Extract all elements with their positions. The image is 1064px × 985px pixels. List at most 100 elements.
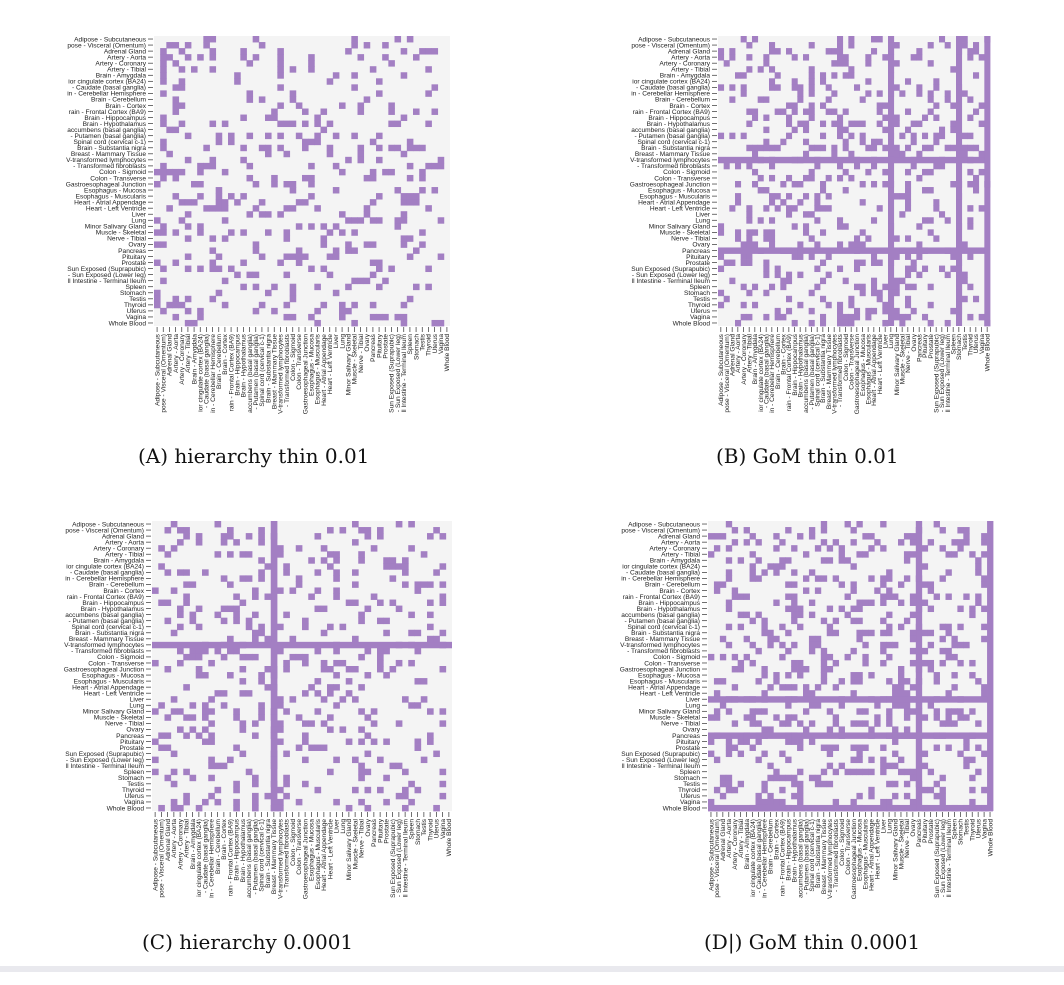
heatmap-cell: [357, 217, 365, 224]
heatmap-cell: [820, 102, 827, 109]
heatmap-cell: [414, 587, 422, 594]
x-tick-label: Artery - Aorta: [173, 334, 180, 373]
heatmap-cell: [785, 720, 792, 727]
heatmap-cell: [850, 756, 857, 764]
heatmap-cell: [376, 193, 383, 200]
heatmap-cell: [797, 605, 804, 613]
y-tick-label: Whole Blood: [107, 805, 145, 812]
heatmap-cell: [876, 138, 883, 146]
heatmap-cell: [364, 732, 372, 739]
heatmap-cell: [814, 205, 821, 212]
y-tick-label: Esophagus - Mucosa: [638, 672, 700, 679]
heatmap-cell: [871, 307, 878, 315]
heatmap-cell: [735, 193, 742, 200]
heatmap-cell: [737, 557, 745, 564]
heatmap-cell: [220, 575, 228, 582]
heatmap-cell: [761, 804, 768, 812]
heatmap-cell: [910, 307, 917, 315]
heatmap-cell: [951, 641, 958, 649]
heatmap-cell: [246, 96, 254, 103]
heatmap-cell: [735, 235, 742, 242]
heatmap-cell: [408, 659, 415, 667]
heatmap-cell: [899, 211, 906, 218]
heatmap-cell: [195, 653, 203, 661]
y-tick-label: Liver: [130, 697, 145, 704]
heatmap-cell: [898, 756, 905, 764]
heatmap-cell: [265, 114, 272, 121]
heatmap-cell: [767, 629, 774, 637]
heatmap-cell: [277, 144, 284, 152]
heatmap-cell: [178, 78, 186, 85]
heatmap-cell: [761, 732, 768, 739]
heatmap-cell: [838, 605, 845, 613]
heatmap-cell: [826, 708, 834, 715]
heatmap-cell: [191, 319, 198, 327]
heatmap-cell: [160, 241, 167, 248]
heatmap-cell: [264, 684, 272, 691]
heatmap-cell: [239, 599, 247, 606]
heatmap-cell: [838, 678, 845, 685]
y-tick-label: Minor Salivary Gland: [83, 709, 145, 716]
heatmap-cell: [308, 265, 315, 273]
bottom-strip: [0, 966, 1064, 972]
heatmap-cell: [419, 229, 426, 236]
y-tick-label: - Sun Exposed (Lower leg): [66, 757, 144, 764]
heatmap-cell: [882, 181, 889, 188]
heatmap-cell: [377, 599, 384, 606]
heatmap-cell: [240, 114, 247, 121]
heatmap-cell: [797, 301, 804, 309]
heatmap-cell: [905, 126, 912, 134]
y-tick-label: Ovary: [682, 727, 700, 734]
x-tick-label: accumbens (basal ganglia): [247, 334, 254, 413]
heatmap-cell: [791, 569, 798, 576]
heatmap-cell: [740, 283, 747, 291]
heatmap-cell: [808, 108, 815, 115]
heatmap-cell: [314, 114, 321, 121]
heatmap-cell: [854, 156, 861, 164]
heatmap-cell: [377, 756, 384, 764]
heatmap-cell: [757, 96, 764, 103]
heatmap-cell: [981, 575, 988, 582]
heatmap-cell: [905, 253, 912, 260]
x-tick-label: Breast - Mammary Tissue: [271, 819, 278, 894]
heatmap-cell: [763, 205, 770, 212]
x-tick-label: Vagina: [981, 819, 988, 839]
heatmap-cell: [859, 96, 866, 103]
x-tick-label: - Sun Exposed (Lower leg): [395, 334, 402, 412]
heatmap-cell: [402, 696, 409, 703]
heatmap-cell: [892, 762, 899, 770]
heatmap-cell: [177, 804, 184, 812]
heatmap-cell: [395, 720, 403, 727]
y-tick-label: ior cingulate cortex (BA24): [622, 564, 700, 571]
heatmap-cell: [234, 199, 241, 206]
heatmap-cell: [837, 313, 844, 321]
heatmap-cell: [856, 617, 863, 625]
heatmap-cell: [791, 181, 798, 188]
heatmap-cell: [868, 533, 875, 540]
heatmap-cell: [177, 527, 184, 534]
heatmap-cell: [922, 247, 929, 254]
heatmap-cell: [880, 798, 887, 806]
x-tick-label: Colon - Sigmoid: [843, 334, 850, 381]
heatmap-cell: [258, 539, 265, 546]
heatmap-cell: [308, 174, 315, 182]
y-tick-label: Brain - Cortex: [103, 588, 144, 595]
y-tick-label: Breast - Mammary Tissue: [625, 636, 700, 643]
heatmap-cell: [856, 768, 863, 776]
caption-b: (B) GoM thin 0.01: [716, 444, 899, 468]
heatmap-cell: [826, 666, 834, 673]
heatmap-cell: [905, 205, 912, 212]
y-tick-label: Minor Salivary Gland: [649, 224, 711, 231]
heatmap-cell: [826, 750, 834, 758]
heatmap-cell: [320, 696, 328, 703]
heatmap-cell: [791, 696, 798, 703]
heatmap-cell: [233, 780, 240, 788]
heatmap-cell: [797, 241, 804, 248]
heatmap-cell: [761, 786, 768, 794]
heatmap-cell: [916, 54, 923, 61]
heatmap-cell: [172, 108, 180, 115]
heatmap-cell: [842, 108, 849, 115]
heatmap-cell: [364, 768, 372, 776]
heatmap-cell: [909, 708, 917, 715]
heatmap-cell: [761, 726, 768, 733]
